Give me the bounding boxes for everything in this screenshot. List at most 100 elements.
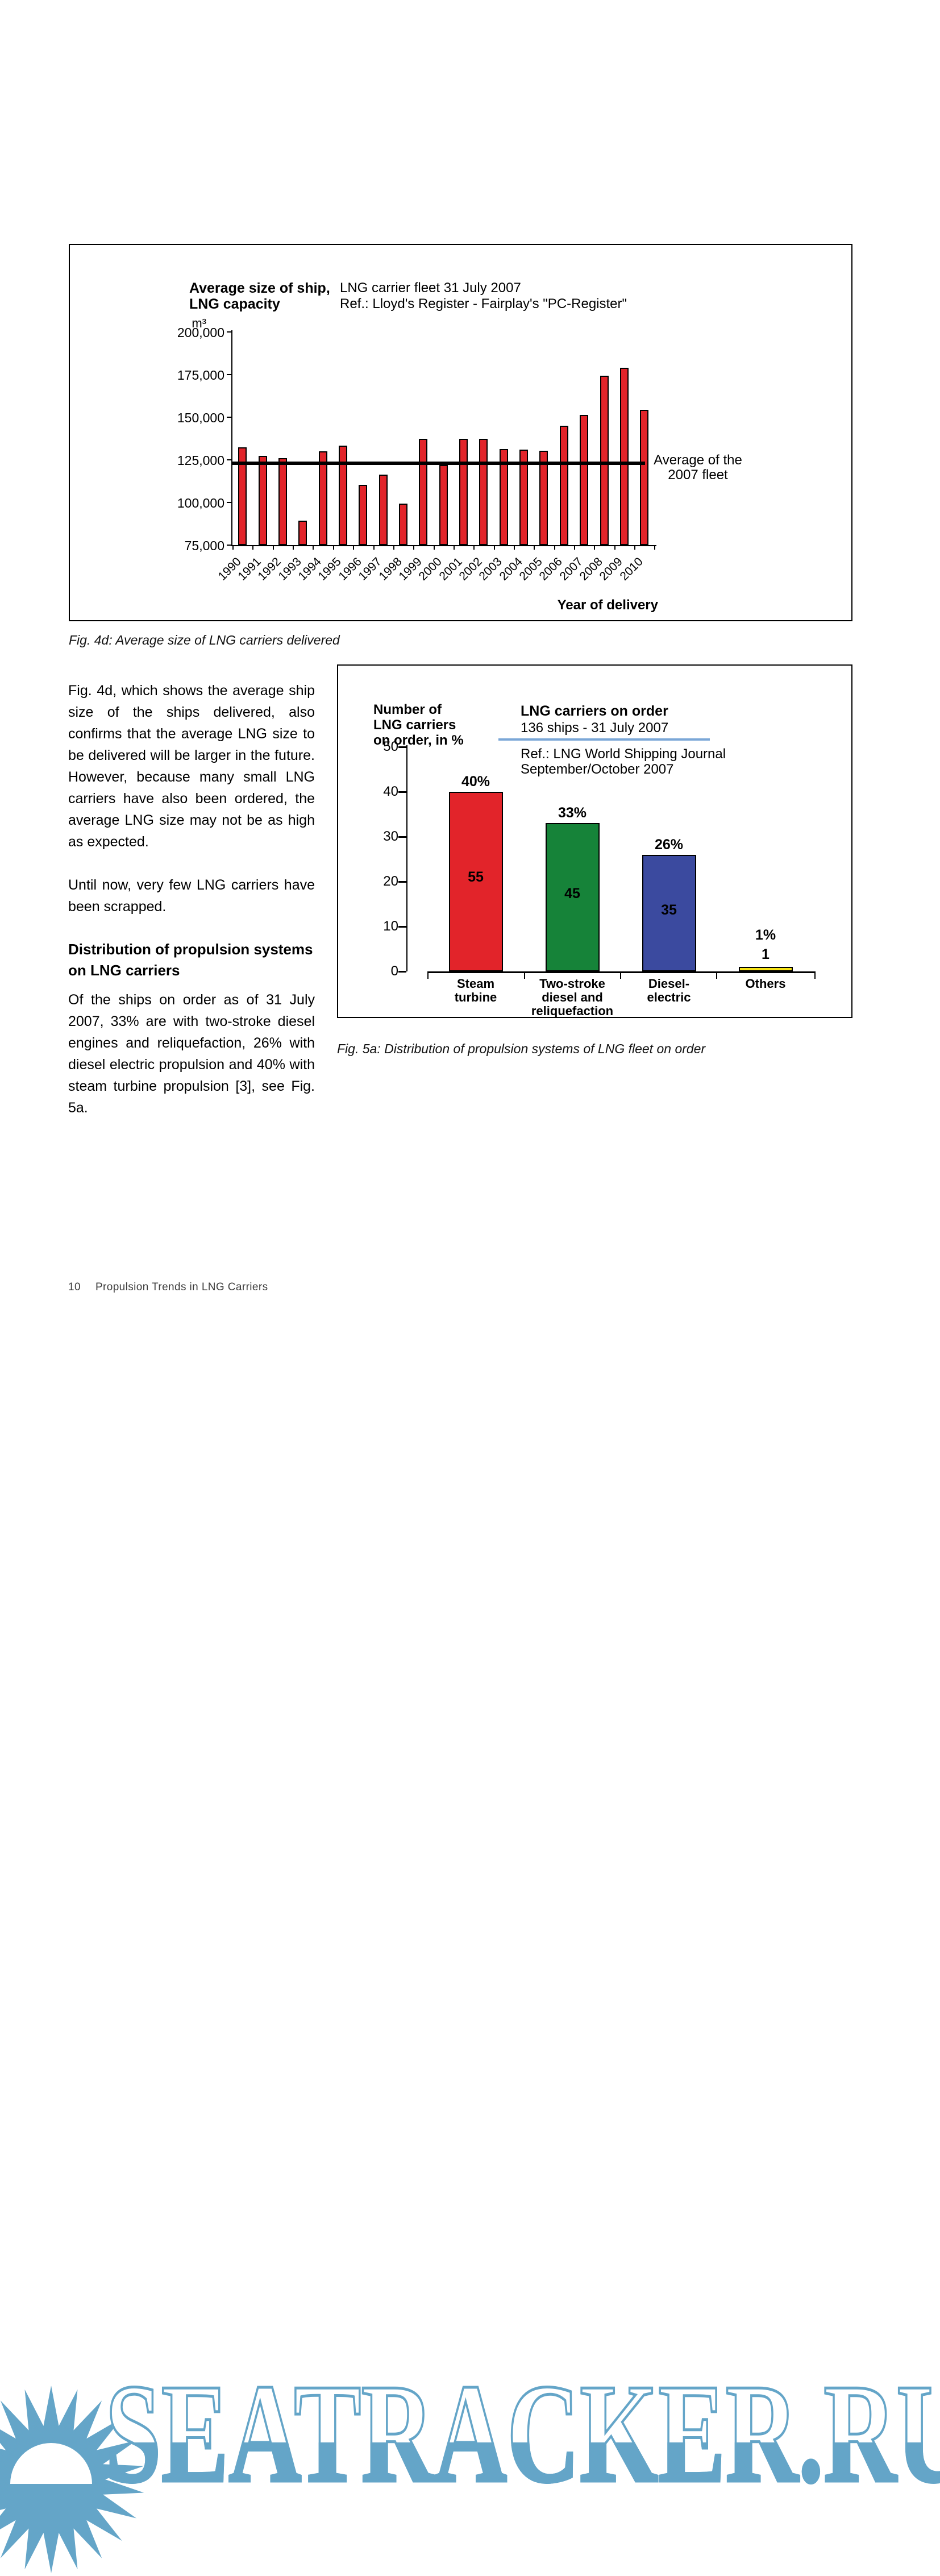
fig4d-bar: [459, 438, 468, 545]
fig4d-bar: [640, 409, 649, 545]
fig5a-plot: 50 40 30 20 10 0 40% 55 Steam turbine 33% 45 Two-st…: [338, 666, 851, 1018]
fig4d-x-tick: [313, 545, 314, 550]
fig4d-y-tick-label: 75,000: [184, 538, 224, 553]
fig4d-title-right: LNG carrier fleet 31 July 2007 Ref.: Llo…: [340, 280, 627, 312]
fig4d-bar: [258, 455, 267, 545]
fig4d-bar: [479, 438, 488, 545]
fig4d-x-tick: [393, 545, 394, 550]
fig4d-x-tick: [534, 545, 535, 550]
body-paragraph-2: Until now, very few LNG carriers have be…: [68, 877, 315, 915]
fig5a-ylabel: Number of LNG carriers on order, in %: [373, 702, 464, 748]
fig4d-caption: Fig. 4d: Average size of LNG carriers de…: [69, 633, 340, 647]
watermark-band: SEATRACKER.RU: [0, 1182, 940, 2573]
fig5a-y-tick-label: 0: [390, 963, 398, 979]
fig4d-bar: [399, 503, 407, 545]
fig4d-title-left-line1: Average size of ship,: [189, 280, 330, 296]
fig5a-bar-pct-label: 40%: [461, 774, 490, 790]
fig4d-x-tick: [574, 545, 575, 550]
fig5a-y-tick: [398, 971, 406, 973]
page-number: 10: [68, 1281, 81, 1293]
fig4d-title-right-line2: Ref.: Lloyd's Register - Fairplay's "PC-…: [340, 296, 627, 311]
fig5a-x-tick: [716, 971, 717, 979]
fig4d-bar: [338, 445, 347, 545]
body-heading: Distribution of propulsion systems on LN…: [68, 941, 313, 979]
fig4d-bar: [600, 375, 609, 545]
fig4d-title-left-line2: LNG capacity: [189, 296, 280, 312]
fig4d-unit-label: m³: [192, 316, 206, 330]
fig4d-y-tick-label: 175,000: [177, 368, 224, 383]
fig4d-title-left: Average size of ship, LNG capacity: [189, 280, 330, 312]
fig5a-bar: [642, 854, 696, 971]
fig5a-bar-pct-label: 26%: [654, 836, 684, 853]
fig4d-x-tick: [293, 545, 294, 550]
fig5a-category-label: Others: [745, 977, 786, 991]
fig5a-category-label: Diesel- electric: [647, 977, 691, 1004]
fig5a-bar: [448, 792, 503, 971]
fig4d-x-axis: [231, 545, 656, 546]
fig4d-y-tick: [227, 331, 231, 333]
fig4d-y-tick: [227, 374, 231, 375]
fig5a-y-axis: [406, 745, 407, 971]
fig4d-x-tick: [232, 545, 234, 550]
fig5a-bar: [545, 823, 600, 971]
fig5a-ref-line1: Ref.: LNG World Shipping Journal: [521, 746, 726, 762]
fig4d-y-tick-label: 200,000: [177, 325, 224, 340]
fig5a-bar-pct-label: 1%: [755, 927, 776, 944]
fig4d-bar: [379, 474, 388, 545]
fig5a-bar-pct-label: 33%: [558, 805, 587, 821]
body-paragraph-3: Of the ships on order as of 31 July 2007…: [68, 992, 315, 1116]
fig5a-y-tick: [398, 836, 406, 838]
fig5a-y-tick-label: 40: [383, 784, 398, 799]
fig4d-chart: Average size of ship, LNG capacity m³ LN…: [69, 244, 852, 621]
fig4d-x-tick: [594, 545, 596, 550]
fig4d-x-tick: [353, 545, 355, 550]
fig4d-bar: [439, 465, 448, 545]
fig5a-y-tick-label: 50: [383, 739, 398, 754]
fig5a-x-tick: [814, 971, 816, 979]
page-footer: 10 Propulsion Trends in LNG Carriers: [68, 1281, 268, 1294]
fig5a-caption: Fig. 5a: Distribution of propulsion syst…: [337, 1041, 706, 1056]
fig5a-ylabel-line2: LNG carriers: [373, 717, 456, 733]
fig4d-bar: [559, 426, 568, 545]
fig4d-bar: [580, 414, 589, 545]
fig5a-y-tick: [398, 926, 406, 928]
fig5a-bar: [738, 967, 793, 971]
fig4d-x-axis-label: Year of delivery: [557, 597, 658, 613]
fig5a-divider-line: [498, 738, 710, 741]
fig4d-y-axis: [231, 330, 232, 545]
fig5a-y-tick-label: 10: [383, 919, 398, 934]
fig4d-bar: [519, 450, 529, 545]
fig5a-y-tick: [398, 881, 406, 883]
fig5a-ref-line2: September/October 2007: [521, 762, 674, 777]
fig4d-average-annotation-line1: Average of the: [654, 452, 742, 468]
fig5a-x-tick: [427, 971, 429, 979]
fig5a-subtitle: 136 ships - 31 July 2007: [521, 720, 669, 736]
fig4d-average-annotation: Average of the 2007 fleet: [650, 453, 746, 483]
fig5a-y-tick: [398, 791, 406, 793]
fig4d-x-tick: [413, 545, 415, 550]
fig5a-y-tick: [398, 746, 406, 748]
fig5a-category-label: Steam turbine: [454, 977, 497, 1004]
footer-doc-title: Propulsion Trends in LNG Carriers: [95, 1281, 268, 1293]
fig4d-y-tick: [227, 545, 231, 546]
fig4d-average-line: [231, 462, 645, 465]
fig5a-ylabel-line1: Number of: [373, 702, 442, 717]
fig5a-bar-count-label: 1: [762, 946, 770, 963]
fig5a-bar-count-label: 55: [468, 869, 484, 885]
fig4d-x-tick: [614, 545, 615, 550]
fig4d-bar: [359, 484, 368, 545]
fig4d-x-tick: [513, 545, 515, 550]
fig4d-y-tick: [227, 417, 231, 418]
body-text-column: Fig. 4d, which shows the average ship si…: [68, 680, 315, 1140]
fig5a-title: LNG carriers on order: [521, 703, 668, 719]
fig5a-chart: Number of LNG carriers on order, in % LN…: [337, 664, 852, 1018]
fig4d-y-tick: [227, 502, 231, 503]
fig4d-y-tick-label: 125,000: [177, 453, 224, 468]
fig5a-x-axis: [428, 971, 815, 973]
fig4d-average-annotation-line2: 2007 fleet: [668, 467, 728, 483]
fig5a-ylabel-line3: on order, in %: [373, 733, 464, 748]
fig4d-x-tick: [373, 545, 375, 550]
fig5a-y-tick-label: 30: [383, 829, 398, 844]
fig5a-bar-count-label: 35: [661, 902, 677, 919]
fig5a-ref: Ref.: LNG World Shipping Journal Septemb…: [521, 746, 726, 777]
